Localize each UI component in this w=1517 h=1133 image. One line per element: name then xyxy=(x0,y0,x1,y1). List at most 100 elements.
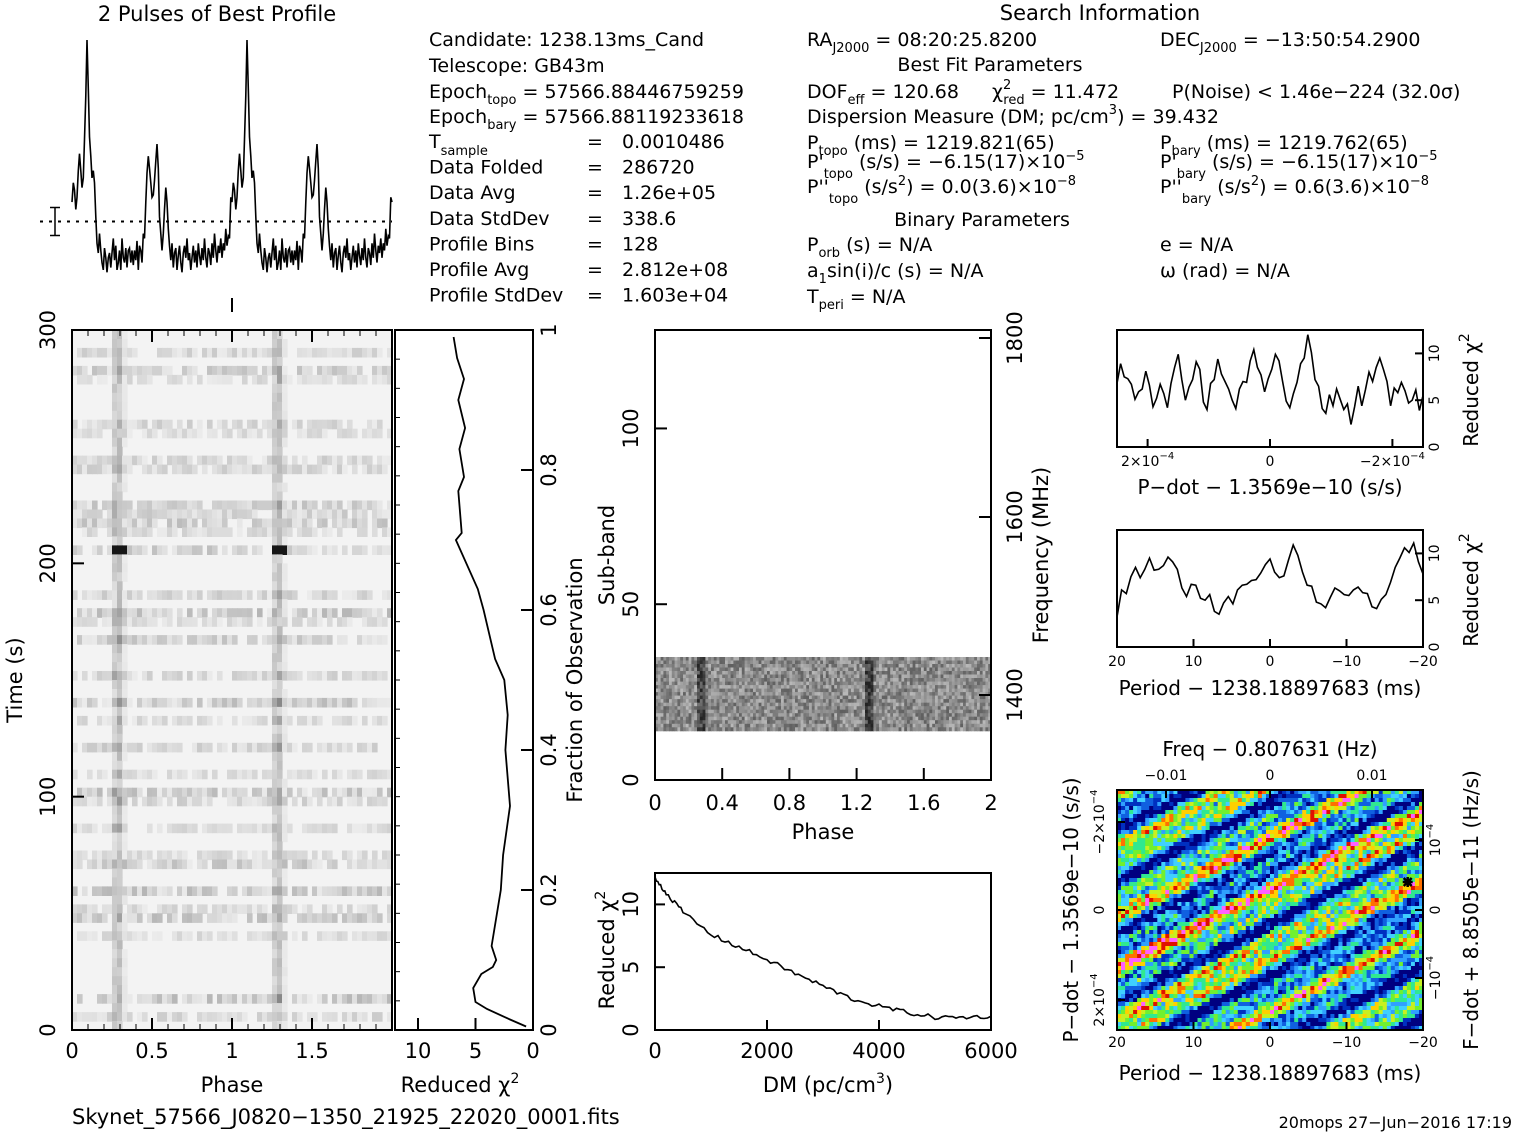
y-tick-label: 0 xyxy=(1427,443,1443,452)
time-phase-cell xyxy=(272,1012,278,1022)
time-phase-cell xyxy=(82,365,88,376)
time-phase-cell xyxy=(162,715,168,726)
subband-cell xyxy=(828,681,832,686)
time-phase-cell xyxy=(107,518,113,529)
time-phase-cell xyxy=(257,518,263,529)
subband-cell xyxy=(744,681,748,686)
time-phase-cell xyxy=(282,985,288,995)
time-phase-cell xyxy=(177,742,183,753)
pdot-period-cell xyxy=(1298,802,1303,807)
subband-cell xyxy=(825,664,830,668)
subband-cell xyxy=(943,688,947,693)
time-phase-cell xyxy=(282,778,288,789)
subband-cell xyxy=(758,727,762,732)
subband-cell xyxy=(713,674,718,679)
time-phase-cell xyxy=(132,931,138,941)
subband-cell xyxy=(744,699,748,704)
subband-cell xyxy=(977,667,981,672)
subband-cell xyxy=(739,727,743,732)
time-phase-cell xyxy=(112,985,118,995)
pdot-period-cell xyxy=(1374,798,1380,803)
time-phase-cell xyxy=(197,500,203,511)
time-phase-cell xyxy=(112,662,118,672)
subband-cell xyxy=(918,671,922,675)
subband-cell xyxy=(702,688,706,693)
time-phase-cell xyxy=(232,931,238,941)
subband-cell xyxy=(694,709,698,714)
time-phase-cell xyxy=(297,769,303,780)
time-phase-cell xyxy=(77,347,83,358)
subband-cell xyxy=(985,681,989,686)
time-phase-cell xyxy=(302,850,308,861)
time-phase-cell xyxy=(277,769,283,780)
subband-cell xyxy=(761,713,765,718)
time-phase-cell xyxy=(162,608,168,618)
subband-cell xyxy=(783,706,788,711)
pdot-period-cell xyxy=(1225,794,1231,799)
time-phase-cell xyxy=(157,904,163,914)
time-phase-cell xyxy=(277,554,283,564)
subband-cell xyxy=(954,671,958,675)
subband-cell xyxy=(963,706,967,711)
subband-cell xyxy=(657,692,662,697)
time-phase-cell xyxy=(292,518,298,529)
time-phase-cell xyxy=(362,545,368,555)
subband-cell xyxy=(867,688,872,693)
subband-cell xyxy=(711,671,715,675)
subband-cell xyxy=(786,664,790,668)
time-phase-cell xyxy=(182,518,188,529)
subband-cell xyxy=(968,688,972,693)
time-phase-cell xyxy=(212,904,218,914)
time-phase-cell xyxy=(217,671,223,681)
time-phase-cell xyxy=(307,823,313,834)
subband-cell xyxy=(674,713,678,718)
subband-cell xyxy=(825,702,830,707)
subband-cell xyxy=(823,674,827,679)
pdot-period-cell xyxy=(1362,790,1368,795)
subband-cell xyxy=(974,695,978,700)
subband-cell xyxy=(666,688,670,693)
time-phase-cell xyxy=(107,545,113,555)
pdot-period-cell xyxy=(1125,802,1130,807)
time-phase-cell xyxy=(82,913,88,923)
time-phase-cell xyxy=(117,671,123,681)
time-phase-cell xyxy=(137,1012,143,1022)
subband-cell xyxy=(775,674,779,679)
time-phase-cell xyxy=(277,868,283,879)
subband-cell xyxy=(968,692,972,697)
pdot-period-cell xyxy=(1398,802,1404,807)
subband-cell xyxy=(747,723,751,728)
subband-cell xyxy=(845,702,849,707)
pdot-period-cell xyxy=(1177,802,1182,807)
time-phase-cell xyxy=(122,482,128,493)
subband-cell xyxy=(985,716,989,721)
subband-cell xyxy=(881,688,886,693)
time-phase-cell xyxy=(237,671,243,681)
time-phase-cell xyxy=(332,769,338,780)
subband-cell xyxy=(736,723,740,728)
subband-cell xyxy=(725,660,729,665)
subband-cell xyxy=(839,657,844,661)
subband-cell xyxy=(985,685,989,690)
subband-cell xyxy=(809,657,813,661)
time-phase-cell xyxy=(202,796,208,807)
subband-cell xyxy=(699,720,704,725)
time-phase-cell xyxy=(252,931,258,941)
subband-cell xyxy=(884,667,888,672)
subband-cell xyxy=(949,657,953,661)
subband-cell xyxy=(736,692,740,697)
subband-cell xyxy=(851,664,855,668)
time-phase-cell xyxy=(347,1012,353,1022)
subband-cell xyxy=(711,709,715,714)
subband-cell xyxy=(957,720,961,725)
subband-cell xyxy=(867,716,872,721)
subband-cell xyxy=(929,727,933,732)
subband-cell xyxy=(837,709,841,714)
subband-cell xyxy=(865,678,869,682)
time-phase-cell xyxy=(352,994,358,1004)
time-phase-cell xyxy=(257,859,263,870)
subband-cell xyxy=(655,667,659,672)
subband-cell xyxy=(837,713,841,718)
subband-cell xyxy=(747,695,751,700)
subband-cell xyxy=(747,678,751,682)
